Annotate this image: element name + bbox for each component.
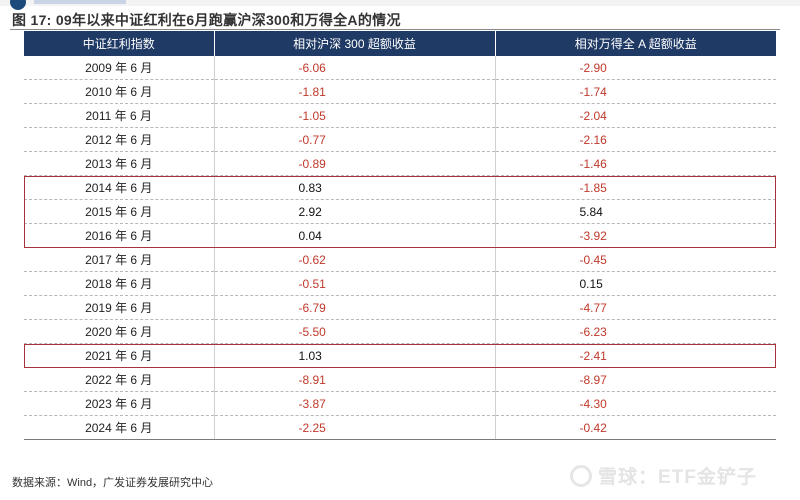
period-cell: 2015 年 6 月 (24, 199, 215, 224)
table-row: 2015 年 6 月 2.92 5.84 (24, 199, 776, 224)
excess-vs-hs300-cell: -0.77 (214, 127, 496, 152)
period-cell: 2022 年 6 月 (24, 367, 215, 392)
table-header-row: 中证红利指数 相对沪深 300 超额收益 相对万得全 A 超额收益 (24, 31, 776, 56)
column-header-vs-hs300: 相对沪深 300 超额收益 (214, 31, 496, 56)
snowball-logo-icon (570, 464, 592, 487)
excess-vs-wind-a-cell: -1.46 (495, 151, 776, 176)
excess-vs-wind-a-cell: 5.84 (495, 199, 776, 224)
period-cell: 2017 年 6 月 (24, 247, 215, 272)
excess-vs-wind-a-cell: -4.30 (495, 391, 776, 416)
figure-title: 图 17: 09年以来中证红利在6月跑赢沪深300和万得全A的情况 (12, 12, 401, 28)
excess-vs-hs300-cell: -5.50 (214, 319, 496, 344)
excess-vs-hs300-cell: -2.25 (214, 415, 496, 440)
period-cell: 2016 年 6 月 (24, 223, 215, 248)
watermark-text: 雪球：ETF金铲子 (598, 467, 757, 488)
excess-vs-wind-a-cell: -0.45 (495, 247, 776, 272)
excess-vs-wind-a-cell: -0.42 (495, 415, 776, 440)
excess-vs-wind-a-cell: -8.97 (495, 367, 776, 392)
period-cell: 2023 年 6 月 (24, 391, 215, 416)
excess-vs-wind-a-cell: -2.90 (495, 56, 776, 80)
excess-vs-wind-a-cell: -1.74 (495, 79, 776, 104)
excess-vs-hs300-cell: -0.51 (214, 271, 496, 296)
column-header-vs-wind-a: 相对万得全 A 超额收益 (495, 31, 776, 56)
brand-logo-icon (10, 0, 26, 10)
excess-vs-wind-a-cell: -3.92 (495, 223, 776, 248)
excess-return-table: 中证红利指数 相对沪深 300 超额收益 相对万得全 A 超额收益 2009 年… (24, 31, 776, 440)
excess-vs-hs300-cell: -6.06 (214, 56, 496, 80)
table-row: 2023 年 6 月 -3.87 -4.30 (24, 391, 776, 416)
table-row: 2010 年 6 月 -1.81 -1.74 (24, 79, 776, 104)
table-row: 2009 年 6 月 -6.06 -2.90 (24, 56, 776, 80)
excess-vs-hs300-cell: -0.89 (214, 151, 496, 176)
source-note: 数据来源：Wind，广发证券发展研究中心 (12, 477, 214, 489)
excess-vs-hs300-cell: 0.83 (214, 175, 496, 200)
period-cell: 2012 年 6 月 (24, 127, 215, 152)
excess-vs-wind-a-cell: -2.04 (495, 103, 776, 128)
top-strip (0, 0, 800, 6)
table-row: 2011 年 6 月 -1.05 -2.04 (24, 103, 776, 128)
table-row: 2019 年 6 月 -6.79 -4.77 (24, 295, 776, 320)
excess-vs-wind-a-cell: -2.16 (495, 127, 776, 152)
table-row: 2024 年 6 月 -2.25 -0.42 (24, 415, 776, 440)
period-cell: 2018 年 6 月 (24, 271, 215, 296)
table-row: 2013 年 6 月 -0.89 -1.46 (24, 151, 776, 176)
table-row: 2017 年 6 月 -0.62 -0.45 (24, 247, 776, 272)
excess-vs-hs300-cell: -8.91 (214, 367, 496, 392)
excess-vs-wind-a-cell: -2.41 (495, 343, 776, 368)
watermark: 雪球：ETF金铲子 (570, 462, 757, 489)
table-row: 2014 年 6 月 0.83 -1.85 (24, 175, 776, 200)
table-row: 2021 年 6 月 1.03 -2.41 (24, 343, 776, 368)
column-header-index: 中证红利指数 (24, 31, 215, 56)
period-cell: 2010 年 6 月 (24, 79, 215, 104)
period-cell: 2013 年 6 月 (24, 151, 215, 176)
excess-vs-hs300-cell: 2.92 (214, 199, 496, 224)
period-cell: 2009 年 6 月 (24, 56, 215, 80)
excess-vs-wind-a-cell: -4.77 (495, 295, 776, 320)
period-cell: 2011 年 6 月 (24, 103, 215, 128)
period-cell: 2014 年 6 月 (24, 175, 215, 200)
excess-vs-hs300-cell: -1.81 (214, 79, 496, 104)
table-row: 2018 年 6 月 -0.51 0.15 (24, 271, 776, 296)
excess-vs-hs300-cell: -0.62 (214, 247, 496, 272)
table-row: 2020 年 6 月 -5.50 -6.23 (24, 319, 776, 344)
period-cell: 2021 年 6 月 (24, 343, 215, 368)
excess-vs-hs300-cell: -3.87 (214, 391, 496, 416)
excess-vs-wind-a-cell: -6.23 (495, 319, 776, 344)
excess-vs-hs300-cell: 0.04 (214, 223, 496, 248)
excess-return-table-wrapper: 中证红利指数 相对沪深 300 超额收益 相对万得全 A 超额收益 2009 年… (24, 31, 776, 440)
excess-vs-wind-a-cell: -1.85 (495, 175, 776, 200)
excess-vs-hs300-cell: -6.79 (214, 295, 496, 320)
excess-vs-hs300-cell: -1.05 (214, 103, 496, 128)
table-body: 2009 年 6 月 -6.06 -2.90 2010 年 6 月 -1.81 -1.74… (24, 56, 776, 440)
brand-bar (34, 0, 126, 4)
period-cell: 2019 年 6 月 (24, 295, 215, 320)
table-row: 2016 年 6 月 0.04 -3.92 (24, 223, 776, 248)
title-divider (10, 29, 780, 30)
excess-vs-wind-a-cell: 0.15 (495, 271, 776, 296)
period-cell: 2020 年 6 月 (24, 319, 215, 344)
table-row: 2012 年 6 月 -0.77 -2.16 (24, 127, 776, 152)
table-row: 2022 年 6 月 -8.91 -8.97 (24, 367, 776, 392)
period-cell: 2024 年 6 月 (24, 415, 215, 440)
excess-vs-hs300-cell: 1.03 (214, 343, 496, 368)
